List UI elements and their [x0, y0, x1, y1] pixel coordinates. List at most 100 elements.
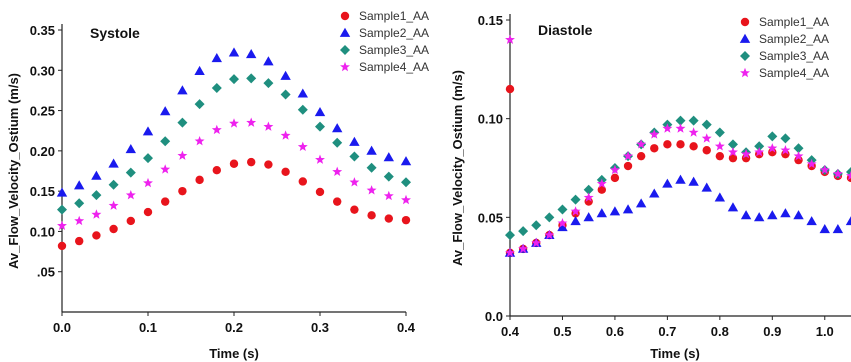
chart0-data-point: [367, 211, 376, 220]
chart1-data-point: [727, 202, 739, 212]
chart0-legend-marker: [340, 45, 350, 55]
chart1-data-point: [780, 208, 791, 218]
chart1-data-point: [702, 146, 711, 155]
chart0-series-Sample2_AA: [56, 47, 412, 197]
chart0-y-tick-label: 0.10: [30, 224, 55, 239]
chart1-x-tick-label: 0.8: [711, 324, 729, 339]
chart1-data-point: [689, 142, 698, 151]
chart1-legend-marker: [739, 33, 751, 43]
chart0-data-point: [143, 177, 153, 188]
chart1-data-point: [845, 216, 851, 226]
chart0-data-point: [211, 53, 222, 63]
chart1-series-Sample2_AA: [504, 174, 851, 257]
chart0-data-point: [263, 78, 274, 89]
chart0-data-point: [125, 144, 136, 154]
chart0-x-tick-label: 0.3: [311, 320, 329, 335]
chart1-legend-label: Sample3_AA: [759, 49, 829, 63]
chart1-data-point: [544, 212, 555, 223]
chart0-data-point: [211, 83, 222, 94]
chart0-data-point: [383, 190, 394, 201]
chart1-data-point: [793, 210, 804, 220]
chart1-data-point: [793, 150, 804, 161]
chart0-legend-marker: [340, 61, 350, 72]
chart0-data-point: [350, 205, 359, 214]
chart1-data-point: [557, 222, 568, 232]
chart1-data-point: [780, 145, 791, 155]
chart1-y-tick-label: 0.05: [478, 210, 503, 225]
chart0-data-point: [143, 207, 153, 217]
chart0-data-point: [315, 121, 325, 132]
chart1-y-axis-title: Av_Flow_Velocity_Ostium (m/s): [450, 70, 465, 266]
chart0-y-tick-label: .05: [37, 265, 55, 280]
chart0-x-tick-label: 0.4: [397, 320, 416, 335]
chart0-panel-title: Systole: [90, 25, 140, 41]
chart0-data-point: [366, 162, 377, 173]
chart0-data-point: [263, 121, 274, 131]
chart0-y-tick-label: 0.25: [30, 104, 55, 119]
chart1-data-point: [518, 226, 529, 237]
chart0-data-point: [366, 185, 377, 195]
chart0-data-point: [177, 117, 188, 128]
chart1-data-point: [846, 170, 851, 181]
chart0-data-point: [92, 231, 101, 240]
chart0-data-point: [161, 197, 170, 206]
chart0-data-point: [108, 200, 119, 210]
chart1-series-Sample3_AA: [505, 115, 851, 241]
chart0-data-point: [264, 160, 273, 169]
chart0-legend-label: Sample2_AA: [359, 26, 429, 40]
chart1-data-point: [557, 218, 568, 228]
chart0-data-point: [315, 187, 325, 197]
chart1-data-point: [557, 204, 568, 215]
chart1-data-point: [623, 161, 633, 171]
chart1-x-tick-label: 0.7: [658, 324, 676, 339]
chart0-data-point: [349, 177, 360, 187]
chart0-legend-marker: [339, 27, 351, 37]
chart1-x-axis-title: Time (s): [650, 346, 700, 361]
chart1-y-tick-label: 0.15: [478, 13, 503, 28]
chart1-data-point: [675, 115, 686, 126]
chart1-data-point: [688, 115, 699, 126]
chart1-data-point: [753, 212, 765, 222]
chart0-data-point: [74, 215, 85, 226]
chart0-legend-label: Sample4_AA: [359, 60, 429, 74]
chart1-x-tick-label: 0.9: [763, 324, 781, 339]
chart1-data-point: [518, 243, 529, 254]
chart0-y-tick-label: 0.35: [30, 23, 55, 38]
chart0-data-point: [74, 198, 85, 209]
chart1-data-point: [649, 129, 660, 139]
chart0-data-point: [246, 117, 257, 127]
chart0-series-Sample4_AA: [57, 117, 411, 230]
chart0-data-point: [246, 73, 257, 84]
chart0-data-point: [109, 224, 118, 234]
chart1-legend-marker: [740, 67, 750, 78]
chart1-data-point: [728, 153, 738, 163]
chart0-y-tick-label: 0.15: [30, 184, 55, 199]
chart0-data-point: [366, 145, 377, 155]
chart0-x-tick-label: 0.2: [225, 320, 243, 335]
chart0-data-point: [333, 197, 342, 206]
chart0-data-point: [194, 135, 205, 146]
chart0-data-point: [349, 151, 360, 162]
chart1-data-point: [819, 164, 830, 175]
chart0-series-Sample3_AA: [57, 73, 411, 215]
chart1-x-tick-label: 0.4: [501, 324, 520, 339]
chart1-data-point: [597, 185, 607, 194]
chart1-data-point: [806, 216, 817, 226]
chart1-data-point: [715, 151, 725, 161]
chart1-x-tick-label: 0.5: [553, 324, 571, 339]
chart1-data-point: [583, 184, 594, 195]
chart1-data-point: [741, 148, 752, 159]
chart0-data-point: [125, 167, 136, 178]
chart0-data-point: [177, 85, 188, 95]
chart1-legend-marker: [740, 51, 750, 61]
chart1-data-point: [505, 230, 515, 241]
chart1-data-point: [570, 206, 581, 216]
chart0-data-point: [160, 106, 171, 116]
chart1-data-point: [701, 119, 712, 130]
chart1-data-point: [832, 168, 843, 179]
chart0-data-point: [177, 150, 188, 160]
chart0-legend-marker: [340, 11, 350, 21]
chart1-data-point: [688, 176, 699, 186]
chart1-series-Sample4_AA: [505, 123, 851, 258]
